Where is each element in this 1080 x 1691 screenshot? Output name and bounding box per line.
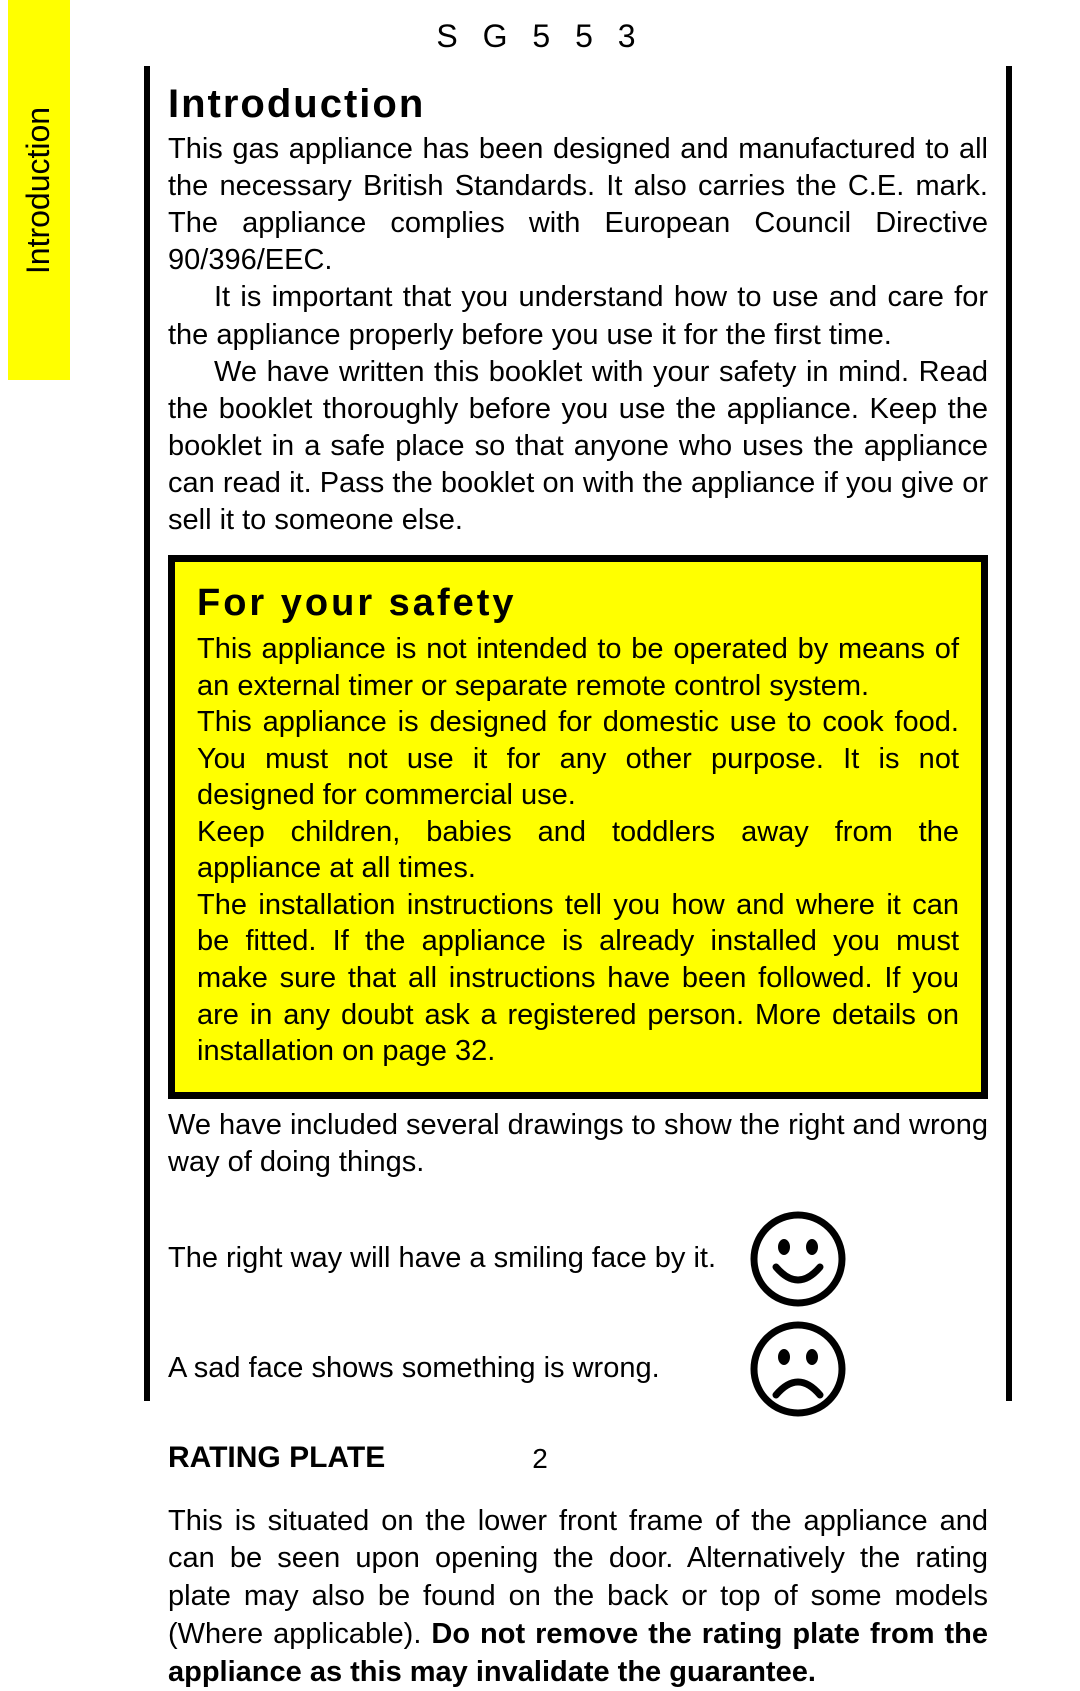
drawings-intro: We have included several drawings to sho… <box>168 1107 988 1181</box>
safety-para-3: Keep children, babies and toddlers away … <box>197 814 959 887</box>
content-frame: Introduction This gas appliance has been… <box>144 66 1012 1401</box>
frown-face-icon <box>748 1319 848 1419</box>
safety-para-1: This appliance is not intended to be ope… <box>197 631 959 704</box>
safety-title: For your safety <box>197 582 959 625</box>
intro-para-2-text: It is important that you understand how … <box>168 281 988 350</box>
rating-plate-para: This is situated on the lower front fram… <box>168 1503 988 1691</box>
model-number: S G 5 5 3 <box>0 18 1080 55</box>
intro-para-1: This gas appliance has been designed and… <box>168 131 988 279</box>
intro-title: Introduction <box>168 82 988 127</box>
safety-box: For your safety This appliance is not in… <box>168 555 988 1098</box>
smile-face-icon <box>748 1209 848 1309</box>
intro-para-3: We have written this booklet with your s… <box>168 354 988 540</box>
wrong-way-text: A sad face shows something is wrong. <box>168 1350 660 1387</box>
wrong-way-row: A sad face shows something is wrong. <box>168 1319 988 1419</box>
safety-para-4: The installation instructions tell you h… <box>197 887 959 1070</box>
sidebar-tab: Introduction <box>8 0 70 380</box>
sidebar-label: Introduction <box>21 106 58 273</box>
page-number: 2 <box>0 1443 1080 1475</box>
right-way-text: The right way will have a smiling face b… <box>168 1240 716 1277</box>
intro-para-2: It is important that you understand how … <box>168 279 988 353</box>
right-way-row: The right way will have a smiling face b… <box>168 1209 988 1309</box>
safety-para-2: This appliance is designed for domestic … <box>197 704 959 814</box>
intro-para-3-text: We have written this booklet with your s… <box>168 356 988 536</box>
